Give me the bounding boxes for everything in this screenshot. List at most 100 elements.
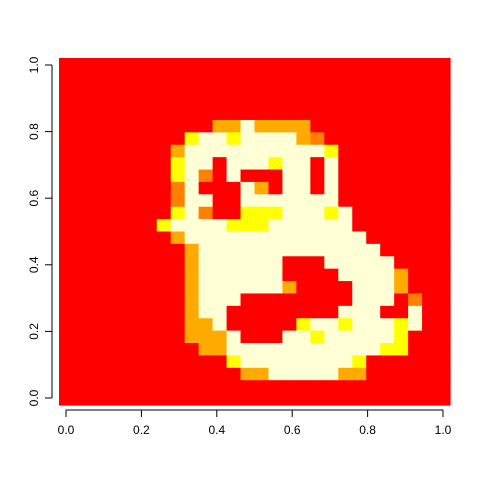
heatmap-cell <box>338 231 353 245</box>
heatmap-cell <box>198 343 214 357</box>
heatmap-cell <box>72 119 88 133</box>
heatmap-cell <box>128 194 144 208</box>
heatmap-cell <box>408 355 423 369</box>
heatmap-cell <box>170 268 186 282</box>
heatmap-cell <box>212 169 228 183</box>
heatmap-cell <box>338 305 353 319</box>
heatmap-cell <box>254 219 270 233</box>
heatmap-cell <box>72 144 88 158</box>
heatmap-cell <box>338 206 353 220</box>
heatmap-cell <box>408 219 423 233</box>
heatmap-cell <box>59 367 74 381</box>
heatmap-cell <box>436 95 451 109</box>
heatmap-cell <box>170 392 186 406</box>
heatmap-cell <box>380 58 395 71</box>
heatmap-cell <box>380 157 395 171</box>
heatmap-cell <box>142 318 158 332</box>
heatmap-cell <box>254 305 270 319</box>
heatmap-cell <box>282 82 297 96</box>
heatmap-cell <box>156 169 172 183</box>
heatmap-cell <box>366 231 381 245</box>
heatmap-cell <box>198 70 214 84</box>
heatmap-cell <box>282 318 297 332</box>
heatmap-cell <box>128 231 144 245</box>
heatmap-cell <box>324 82 339 96</box>
heatmap-cell <box>254 380 270 394</box>
heatmap-cell <box>408 318 423 332</box>
heatmap-cell <box>184 82 200 96</box>
heatmap-cell <box>212 70 228 84</box>
heatmap-cell <box>338 194 353 208</box>
heatmap-cell <box>72 95 88 109</box>
heatmap-cell <box>240 268 256 282</box>
heatmap-cell <box>142 144 158 158</box>
heatmap-cell <box>436 219 451 233</box>
heatmap-cell <box>156 157 172 171</box>
heatmap-cell <box>310 107 325 121</box>
heatmap-cell <box>394 256 409 270</box>
heatmap-cell <box>436 119 451 133</box>
heatmap-cell <box>170 293 186 307</box>
heatmap-cell <box>366 58 381 71</box>
heatmap-cell <box>156 58 172 71</box>
heatmap-cell <box>86 256 102 270</box>
heatmap-cell <box>408 330 423 344</box>
heatmap-cell <box>352 95 367 109</box>
heatmap-cell <box>436 256 451 270</box>
heatmap-cell <box>100 58 116 71</box>
heatmap-cell <box>422 231 437 245</box>
heatmap-cell <box>128 293 144 307</box>
heatmap-cell <box>226 305 242 319</box>
heatmap-cell <box>310 194 325 208</box>
heatmap-cell <box>394 330 409 344</box>
heatmap-cell <box>212 268 228 282</box>
heatmap-cell <box>254 157 270 171</box>
heatmap-cell <box>338 281 353 295</box>
heatmap-cell <box>184 107 200 121</box>
heatmap-cell <box>254 70 270 84</box>
heatmap-cell <box>352 392 367 406</box>
heatmap-cell <box>198 256 214 270</box>
y-tick-label: 0.2 <box>27 323 41 340</box>
heatmap-cell <box>254 95 270 109</box>
heatmap-cell <box>254 268 270 282</box>
heatmap-cell <box>226 355 242 369</box>
heatmap-cell <box>240 82 256 96</box>
heatmap-cell <box>436 318 451 332</box>
heatmap-cell <box>352 82 367 96</box>
heatmap-cell <box>170 119 186 133</box>
heatmap-cell <box>72 355 88 369</box>
heatmap-cell <box>422 70 437 84</box>
heatmap-cell <box>142 157 158 171</box>
heatmap-cell <box>408 243 423 257</box>
heatmap-cell <box>380 194 395 208</box>
heatmap-cell <box>436 206 451 220</box>
heatmap-cell <box>282 281 297 295</box>
heatmap-cell <box>114 305 130 319</box>
heatmap-cell <box>338 392 353 406</box>
heatmap-cell <box>352 318 367 332</box>
heatmap-cell <box>268 268 284 282</box>
heatmap-cell <box>212 181 228 195</box>
heatmap-cell <box>240 318 256 332</box>
heatmap-cell <box>86 392 102 406</box>
heatmap-cell <box>282 243 297 257</box>
heatmap-cell <box>59 107 74 121</box>
heatmap-cell <box>408 367 423 381</box>
heatmap-cell <box>394 206 409 220</box>
heatmap-cell <box>282 367 297 381</box>
heatmap-cell <box>114 58 130 71</box>
heatmap-cell <box>100 305 116 319</box>
heatmap-cell <box>408 132 423 146</box>
heatmap-cell <box>184 157 200 171</box>
heatmap-cell <box>128 355 144 369</box>
heatmap-cell <box>338 107 353 121</box>
heatmap-cell <box>212 380 228 394</box>
heatmap-cell <box>352 231 367 245</box>
heatmap-cell <box>59 305 74 319</box>
heatmap-cell <box>212 243 228 257</box>
heatmap-cell <box>226 119 242 133</box>
heatmap-cell <box>310 144 325 158</box>
heatmap-cell <box>59 206 74 220</box>
heatmap-cell <box>282 268 297 282</box>
